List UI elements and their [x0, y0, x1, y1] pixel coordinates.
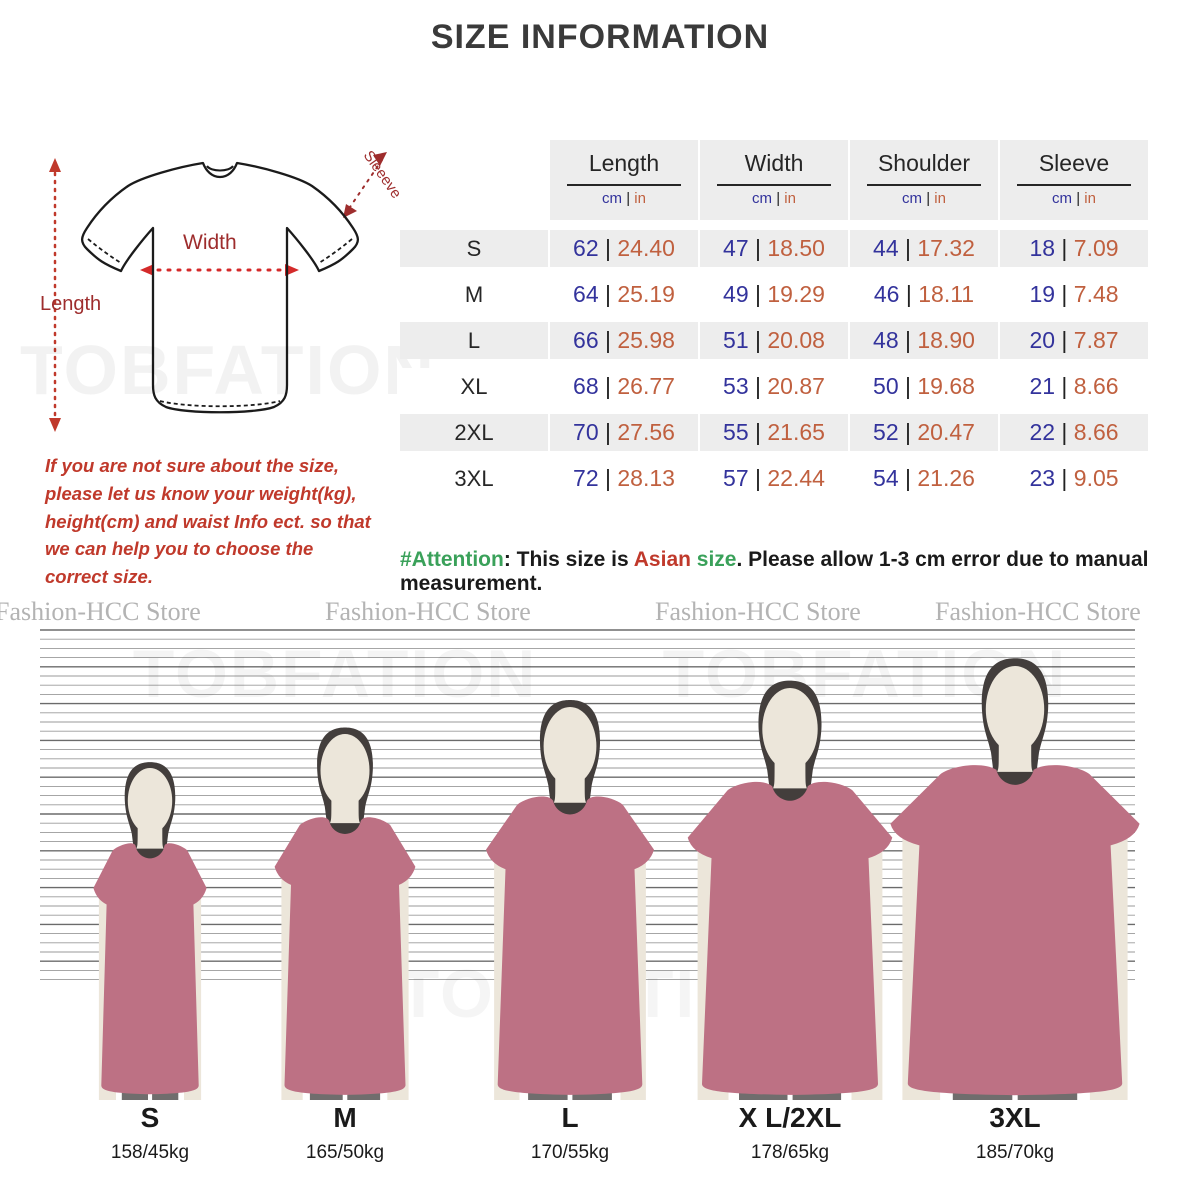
- svg-text:Width: Width: [183, 231, 237, 254]
- svg-text:Length: Length: [40, 293, 101, 315]
